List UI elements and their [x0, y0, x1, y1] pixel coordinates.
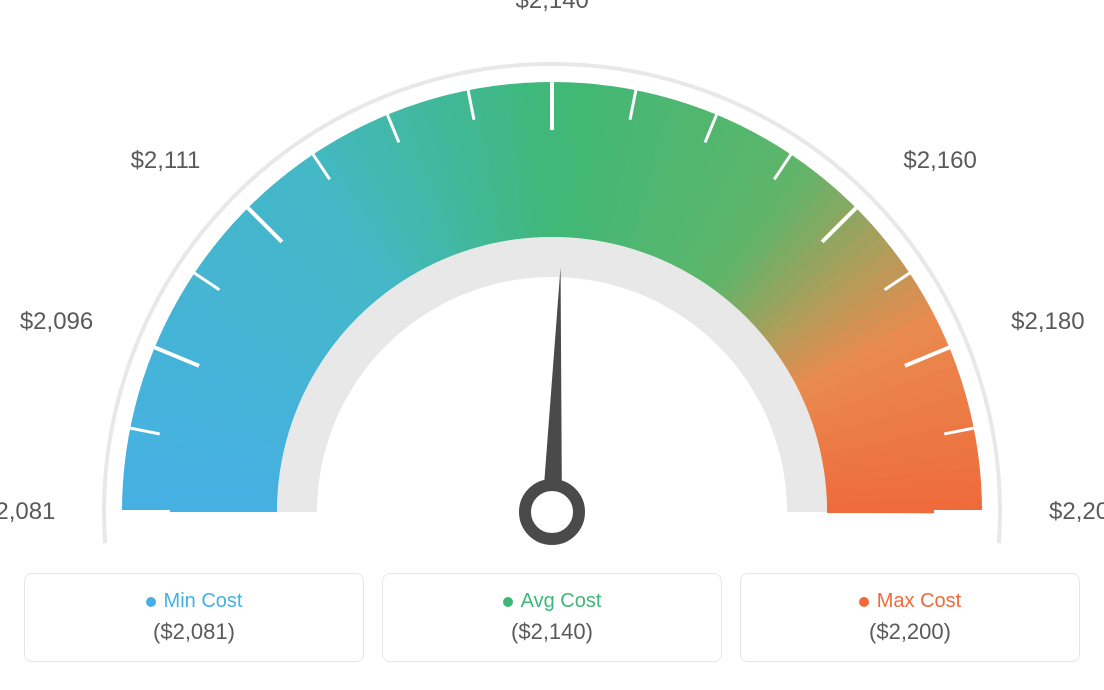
legend-value-min: ($2,081): [153, 619, 235, 645]
legend-header-min: Min Cost: [146, 590, 243, 613]
legend-value-avg: ($2,140): [511, 619, 593, 645]
gauge-tick-label: $2,140: [516, 0, 589, 15]
dot-icon: [859, 597, 869, 607]
legend-label-min: Min Cost: [164, 590, 243, 613]
legend-label-max: Max Cost: [877, 590, 961, 613]
legend-card-avg: Avg Cost ($2,140): [382, 573, 722, 662]
gauge-tick-label: $2,160: [903, 147, 976, 175]
legend-area: Min Cost ($2,081) Avg Cost ($2,140) Max …: [0, 555, 1104, 690]
gauge-tick-label: $2,096: [20, 308, 93, 336]
gauge-tick-label: $2,111: [131, 147, 201, 175]
legend-card-min: Min Cost ($2,081): [24, 573, 364, 662]
legend-header-max: Max Cost: [859, 590, 961, 613]
legend-label-avg: Avg Cost: [521, 590, 602, 613]
gauge-tick-label: $2,081: [0, 498, 55, 526]
gauge-area: $2,081 $2,096 $2,111 $2,140 $2,160 $2,180 $2,2…: [0, 0, 1104, 555]
legend-header-avg: Avg Cost: [503, 590, 602, 613]
dot-icon: [146, 597, 156, 607]
legend-value-max: ($2,200): [869, 619, 951, 645]
gauge-svg: [0, 0, 1104, 555]
dot-icon: [503, 597, 513, 607]
gauge-tick-label: $2,180: [1011, 308, 1084, 336]
legend-card-max: Max Cost ($2,200): [740, 573, 1080, 662]
cost-gauge-container: $2,081 $2,096 $2,111 $2,140 $2,160 $2,180 $2,2…: [0, 0, 1104, 690]
gauge-tick-label: $2,200: [1049, 498, 1104, 526]
